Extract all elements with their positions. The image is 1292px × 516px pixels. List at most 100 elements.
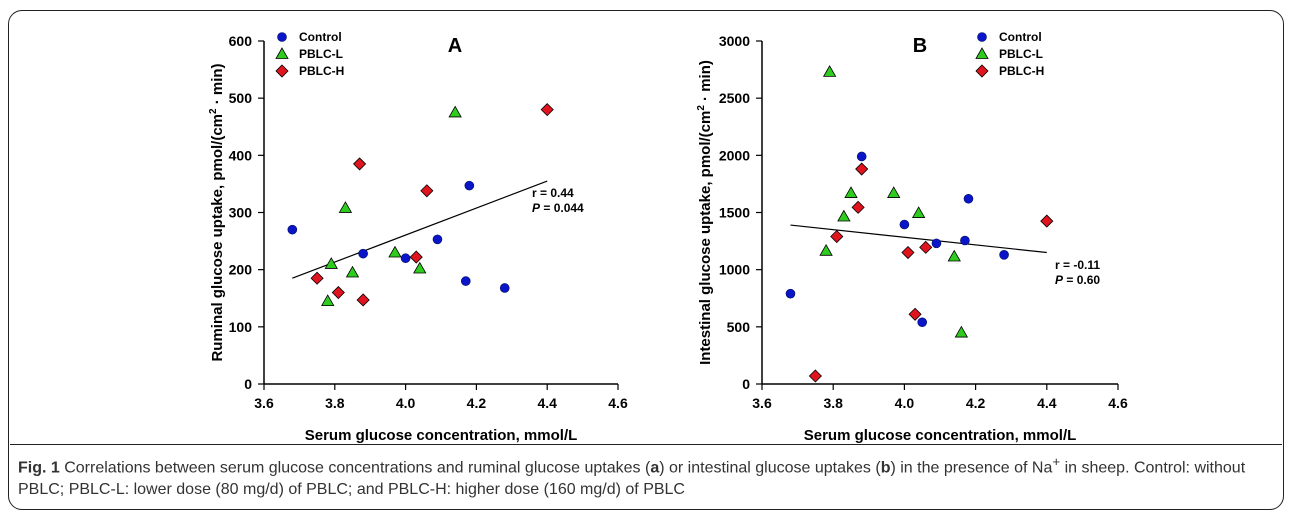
panel-b-y-tick-label: 0: [742, 376, 750, 392]
panel-b-point-pblc-l: [819, 243, 833, 256]
panel-b-y-tick-label: 1500: [719, 205, 750, 221]
panel-b-x-tick-label: 4.6: [1108, 395, 1128, 411]
panel-a-x-tick-label: 4.4: [537, 395, 557, 411]
panel-b-legend-marker-pblc-l: [975, 47, 989, 59]
panel-a-x-tick-label: 4.6: [608, 395, 628, 411]
panel-a-panel-label: A: [448, 35, 462, 57]
panel-a-point-pblc-h: [540, 103, 554, 117]
panel-b-point-control: [856, 151, 867, 162]
panel-b-point-pblc-l: [911, 206, 926, 218]
panel-a-x-tick-label: 3.6: [254, 395, 274, 411]
panel-b-point-pblc-h: [901, 245, 915, 260]
panel-a-point-control: [358, 248, 368, 259]
panel-a-x-tick-label: 4.2: [467, 395, 487, 411]
panel-a-y-tick-label: 600: [229, 33, 253, 49]
panel-a-x-axis-label: Serum glucose concentration, mmol/L: [305, 427, 578, 444]
panel-a-point-pblc-l: [324, 257, 338, 269]
panel-a-point-pblc-h: [420, 184, 434, 198]
panel-b-point-control: [999, 250, 1009, 260]
caption-text-4: in sheep. Control: without PBLC; PBLC-L:…: [18, 459, 1246, 499]
panel-b-legend-label-pblc-l: PBLC-L: [999, 47, 1043, 61]
panel-b-r-value: r = -0.11: [1055, 258, 1100, 272]
panel-a-legend-label-pblc-h: PBLC-H: [299, 64, 344, 78]
panel-a-point-control: [400, 253, 411, 264]
panel-a-legend-label-control: Control: [299, 30, 342, 44]
panel-b-x-tick-label: 4.0: [895, 395, 915, 411]
panel-a-point-pblc-l: [413, 261, 427, 274]
panel-b-point-pblc-l: [947, 249, 961, 262]
panel-a-point-pblc-l: [448, 105, 462, 118]
panel-a-point-control: [499, 283, 510, 293]
panel-b-point-pblc-h: [908, 307, 922, 321]
panel-b-point-control: [917, 317, 928, 328]
figure-caption: Fig. 1 Correlations between serum glucos…: [18, 451, 1273, 501]
panel-b-x-tick-label: 3.6: [752, 395, 772, 411]
panel-b-point-control: [963, 193, 974, 204]
panel-a-legend-label-pblc-l: PBLC-L: [299, 47, 343, 61]
panel-a-point-pblc-l: [345, 265, 360, 278]
panel-b-point-control: [899, 219, 910, 230]
caption-divider: [10, 444, 1282, 445]
panel-a-y-tick-label: 100: [229, 319, 253, 335]
panel-a-point-control: [460, 276, 471, 286]
panel-a-y-axis-label: Ruminal glucose uptake, pmol/(cm2 · min): [208, 63, 226, 361]
panel-b-y-tick-label: 1000: [719, 262, 750, 278]
panel-b-y-tick-label: 500: [727, 319, 751, 335]
panel-b-point-pblc-l: [887, 186, 901, 198]
panel-a-point-pblc-h: [356, 293, 370, 307]
panel-b-point-pblc-h: [855, 162, 869, 176]
panel-a-chart: 0 100 200 300 400 500 600 3.6 3.8 4.0 4.2 4.4 4.6 Ser…: [208, 30, 628, 444]
panel-a-y-tick-label: 400: [229, 147, 253, 163]
panel-a-legend-marker-pblc-l: [275, 47, 289, 59]
panel-b-legend-marker-pblc-h: [975, 64, 989, 78]
panel-b-y-tick-label: 2500: [719, 90, 750, 106]
caption-superscript: +: [1052, 454, 1061, 469]
panel-b-regression-line: [790, 224, 1047, 254]
panel-a-point-pblc-h: [310, 271, 324, 285]
panel-a-point-control: [432, 234, 443, 245]
panel-b-x-tick-label: 4.4: [1037, 395, 1057, 411]
panel-b-chart: 0 500 1000 1500 2000 2500 3000 3.6 3.8 4.0 4.2 4.4 4…: [696, 30, 1128, 444]
panel-a-x-tick-label: 4.0: [396, 395, 416, 411]
panel-b-panel-label: B: [913, 35, 927, 57]
panel-b-legend-marker-control: [977, 32, 987, 42]
panel-a-p-symbol: P: [532, 201, 541, 215]
caption-text-3: ) in the presence of Na: [890, 459, 1053, 477]
panel-a-y-axis-label-tail: · min): [209, 63, 226, 108]
panel-b-legend-label-pblc-h: PBLC-H: [999, 64, 1044, 78]
panel-a-point-pblc-l: [388, 245, 402, 258]
caption-text-2: ) or intestinal glucose uptakes (: [659, 459, 881, 477]
panel-b-point-pblc-l: [822, 65, 837, 77]
caption-panel-a: a: [650, 459, 660, 477]
panel-b-y-axis-label-sup: 2: [696, 105, 707, 111]
panel-b-y-axis-label-main: Intestinal glucose uptake, pmol/(cm: [697, 111, 714, 365]
panel-b-point-pblc-h: [1040, 214, 1054, 228]
panel-b-y-tick-label: 2000: [719, 147, 750, 163]
panel-b-point-pblc-h: [919, 240, 933, 254]
panel-b-point-control: [785, 288, 796, 299]
panel-a-y-axis-label-main: Ruminal glucose uptake, pmol/(cm: [209, 114, 226, 362]
panel-a-y-tick-label: 200: [229, 262, 253, 278]
panel-b-p-value: P = 0.60: [1055, 273, 1100, 287]
panel-b-y-axis-label: Intestinal glucose uptake, pmol/(cm2 · m…: [696, 60, 714, 365]
panel-a-x-tick-label: 3.8: [325, 395, 345, 411]
panel-a-regression-line: [292, 180, 548, 279]
panel-a-point-control: [287, 224, 298, 235]
panel-b-legend-label-control: Control: [999, 30, 1042, 44]
panel-a-y-tick-label: 500: [229, 90, 253, 106]
panel-a-point-pblc-h: [331, 285, 345, 300]
panel-b-point-control: [931, 238, 942, 249]
caption-text-1: Correlations between serum glucose conce…: [59, 459, 651, 477]
figure-frame: [8, 10, 1284, 510]
panel-a-point-pblc-l: [338, 201, 353, 213]
panel-a-legend-marker-pblc-h: [275, 64, 289, 78]
panel-a-y-tick-label: 0: [244, 376, 252, 392]
panel-b-x-tick-label: 4.2: [966, 395, 986, 411]
panel-b-p-number: = 0.60: [1063, 273, 1100, 287]
panel-a-r-value: r = 0.44: [532, 186, 574, 200]
caption-fig-label: Fig. 1: [18, 459, 60, 477]
panel-a-point-pblc-h: [353, 157, 367, 171]
panel-b-y-tick-label: 3000: [719, 33, 750, 49]
panel-a-point-control: [464, 180, 475, 191]
